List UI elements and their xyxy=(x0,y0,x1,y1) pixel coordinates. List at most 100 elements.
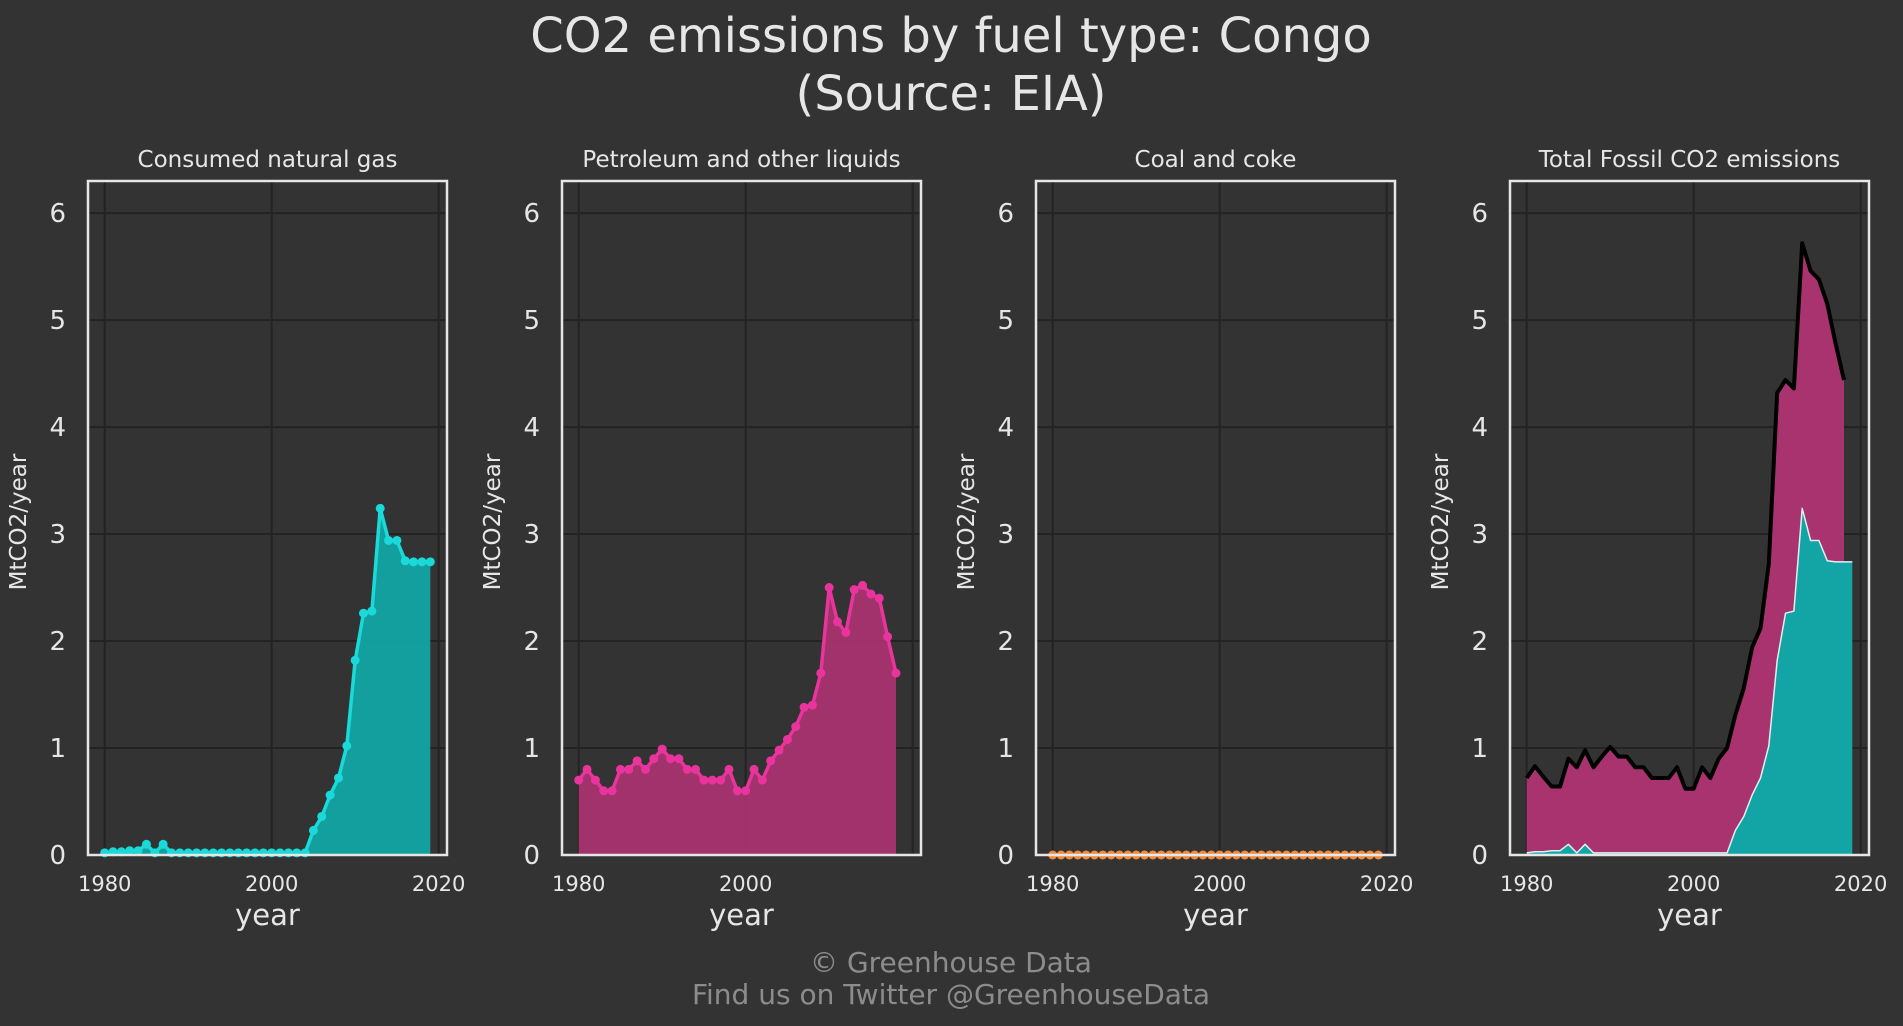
panel-4-ytick-4: 4 xyxy=(1471,413,1488,443)
panel-4-ytick-6: 6 xyxy=(1471,199,1488,229)
panel-2-point-1995 xyxy=(699,775,709,785)
panel-2-point-2011 xyxy=(833,617,843,627)
panel-1-point-2007 xyxy=(325,790,335,800)
panel-2: Petroleum and other liquids 0 1 2 3 4 5 6 1980 20… xyxy=(480,147,923,932)
panel-2-point-1985 xyxy=(615,764,625,774)
panel-2-point-2015 xyxy=(866,589,876,599)
panel-1-point-2016 xyxy=(400,556,410,566)
panel-1-point-2017 xyxy=(409,557,419,567)
twitter-footer: Find us on Twitter @GreenhouseData xyxy=(692,978,1210,1011)
panel-2-point-1999 xyxy=(732,786,742,796)
panel-2-ytick-5: 5 xyxy=(523,306,540,336)
panel-2-ytick-0: 0 xyxy=(523,841,540,871)
panel-2-ytick-3: 3 xyxy=(523,520,540,550)
panel-2-ytick-1: 1 xyxy=(523,734,540,764)
panel-2-point-2002 xyxy=(757,775,767,785)
panel-2-point-2005 xyxy=(782,734,792,744)
panel-2-point-1996 xyxy=(707,775,717,785)
panel-3-ytick-1: 1 xyxy=(997,734,1014,764)
panel-1-xtick-1980: 1980 xyxy=(78,872,131,896)
panel-2-frame xyxy=(560,179,923,857)
panel-2-area xyxy=(578,585,896,855)
panel-2-point-2004 xyxy=(774,745,784,755)
panel-1-ytick-3: 3 xyxy=(49,520,66,550)
panel-1-point-1987 xyxy=(158,839,168,849)
panel-1-point-2005 xyxy=(308,825,318,835)
panel-1-ytick-5: 5 xyxy=(49,306,66,336)
panel-3-xtick-2020: 2020 xyxy=(1360,872,1413,896)
panel-4-petroleum-area xyxy=(1526,243,1844,853)
panel-1-ytick-4: 4 xyxy=(49,413,66,443)
panel-1-point-1984 xyxy=(133,846,143,856)
panel-3-frame xyxy=(1034,179,1397,857)
panel-2-point-1993 xyxy=(682,764,692,774)
panel-3-ytick-2: 2 xyxy=(997,627,1014,657)
copyright-footer: © Greenhouse Data xyxy=(810,946,1092,979)
panel-1-ytick-6: 6 xyxy=(49,199,66,229)
panel-1-point-2008 xyxy=(333,773,343,783)
panel-2-point-1997 xyxy=(716,775,726,785)
panel-2-xtick-2000: 2000 xyxy=(719,872,772,896)
panel-2-ylabel: MtCO2/year xyxy=(480,453,506,590)
panel-1-point-2010 xyxy=(350,655,360,665)
panel-2-xtick-1980: 1980 xyxy=(552,872,605,896)
panel-3-ytick-3: 3 xyxy=(997,520,1014,550)
panel-3-xlabel: year xyxy=(1183,898,1248,932)
panel-2-point-1992 xyxy=(674,754,684,764)
panel-2-point-1983 xyxy=(599,786,609,796)
panel-1-point-2014 xyxy=(384,535,394,545)
panel-2-point-2016 xyxy=(874,593,884,603)
panel-3: Coal and coke 0 1 2 3 4 5 6 1980 2000 2020 year MtCO… xyxy=(954,147,1413,932)
figure-title-line2: (Source: EIA) xyxy=(795,66,1106,122)
panel-1-ytick-0: 0 xyxy=(49,841,66,871)
panel-3-ylabel: MtCO2/year xyxy=(954,453,980,590)
panel-2-point-1984 xyxy=(607,786,617,796)
panel-1-area xyxy=(104,508,431,855)
panel-2-ytick-6: 6 xyxy=(523,199,540,229)
panel-1-point-2018 xyxy=(417,557,427,567)
panel-1-ylabel: MtCO2/year xyxy=(6,453,32,590)
panel-2-point-2012 xyxy=(841,627,851,637)
panel-4-xtick-1980: 1980 xyxy=(1500,872,1553,896)
panel-4-xtick-2020: 2020 xyxy=(1834,872,1887,896)
panel-2-point-1986 xyxy=(624,764,634,774)
panel-2-point-1987 xyxy=(632,756,642,766)
panel-2-point-1980 xyxy=(574,775,584,785)
panel-4-gas-area xyxy=(1526,508,1853,855)
panel-4-xtick-2000: 2000 xyxy=(1667,872,1720,896)
panel-1-point-1983 xyxy=(125,846,135,856)
panel-1-frame xyxy=(86,179,449,857)
panel-4-ytick-3: 3 xyxy=(1471,520,1488,550)
panel-2-xlabel: year xyxy=(709,898,774,932)
panel-2-point-2018 xyxy=(891,668,901,678)
panel-2-point-1988 xyxy=(640,764,650,774)
panel-1-ytick-2: 2 xyxy=(49,627,66,657)
panel-1-point-2013 xyxy=(375,503,385,513)
panel-2-title: Petroleum and other liquids xyxy=(582,147,900,173)
panel-4: Total Fossil CO2 emissions 0 1 2 3 4 5 6 1980 200… xyxy=(1428,147,1887,932)
panel-2-point-1989 xyxy=(649,754,659,764)
panel-1-xlabel: year xyxy=(235,898,300,932)
panel-2-point-2013 xyxy=(849,585,859,595)
panel-1-point-2006 xyxy=(317,811,327,821)
panel-4-ytick-5: 5 xyxy=(1471,306,1488,336)
panel-1-point-2019 xyxy=(425,557,435,567)
panel-2-point-2007 xyxy=(799,702,809,712)
panel-2-ytick-4: 4 xyxy=(523,413,540,443)
panel-2-point-2001 xyxy=(749,764,759,774)
panel-3-plot-area xyxy=(1036,181,1395,855)
figure-title-line1: CO2 emissions by fuel type: Congo xyxy=(530,8,1372,64)
panel-1-point-2015 xyxy=(392,535,402,545)
panel-2-point-2014 xyxy=(858,580,868,590)
panel-2-ytick-2: 2 xyxy=(523,627,540,657)
panel-2-point-2010 xyxy=(824,583,834,593)
panel-2-point-2003 xyxy=(766,756,776,766)
panel-4-frame xyxy=(1508,179,1871,857)
panel-1-point-2009 xyxy=(342,741,352,751)
panel-3-xtick-2000: 2000 xyxy=(1193,872,1246,896)
panel-2-point-2009 xyxy=(816,668,826,678)
panel-3-ytick-0: 0 xyxy=(997,841,1014,871)
panel-2-point-1990 xyxy=(657,744,667,754)
panel-4-xlabel: year xyxy=(1657,898,1722,932)
